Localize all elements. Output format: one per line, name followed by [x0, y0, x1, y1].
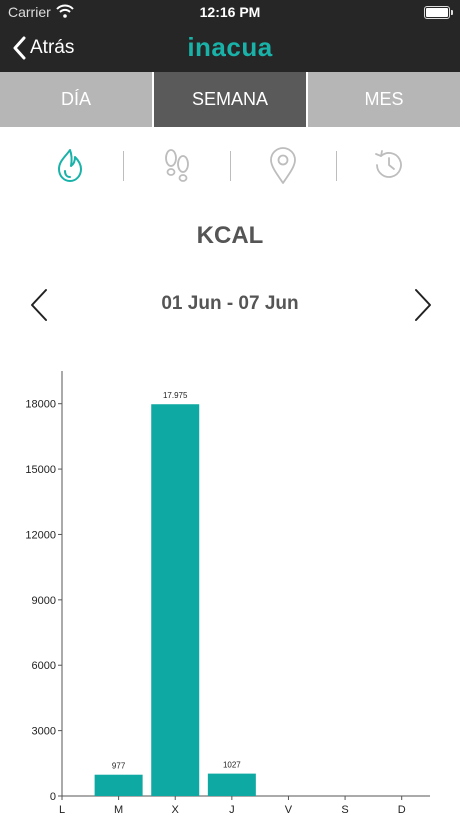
x-tick-label: S — [341, 804, 348, 816]
brand-logo: inacua — [187, 32, 273, 62]
divider — [336, 151, 337, 181]
navigation-bar: Carrier 12:16 PM Atrás inacua — [0, 0, 460, 72]
divider — [123, 151, 124, 181]
chart-canvas: 0 3000 6000 9000 12000 15000 18000 L M 977 X 17.975… — [25, 371, 430, 816]
x-tick-label: L — [59, 804, 65, 816]
bar-value-label: 17.975 — [163, 391, 188, 400]
x-tick-label: M — [114, 804, 123, 816]
clock-time: 12:16 PM — [199, 4, 261, 20]
divider — [230, 151, 231, 181]
carrier-label: Carrier — [8, 4, 51, 20]
x-tick-label: X — [172, 804, 180, 816]
next-week-button[interactable] — [406, 287, 436, 323]
battery-icon — [424, 6, 453, 19]
bar-J — [207, 773, 256, 796]
y-tick-label: 12000 — [25, 529, 56, 541]
y-tick-label: 15000 — [25, 464, 56, 476]
bar-M — [94, 774, 143, 796]
wifi-icon — [56, 4, 74, 21]
tab-month[interactable]: MES — [306, 72, 460, 127]
y-tick-label: 0 — [50, 791, 56, 803]
tab-day[interactable]: DÍA — [0, 72, 152, 127]
back-label: Atrás — [30, 37, 75, 58]
x-tick-label: D — [398, 804, 406, 816]
y-tick-label: 3000 — [32, 726, 56, 738]
back-button[interactable]: Atrás — [12, 34, 74, 62]
bar-X — [151, 404, 200, 796]
bar-value-label: 977 — [112, 762, 126, 771]
kcal-bar-chart: 0 3000 6000 9000 12000 15000 18000 L M 977 X 17.975… — [0, 355, 460, 818]
period-tabs: DÍA SEMANA MES — [0, 72, 460, 127]
bar-value-label: 1027 — [223, 761, 241, 770]
chevron-left-icon — [31, 289, 47, 321]
chevron-left-icon — [13, 36, 26, 60]
x-tick-label: J — [229, 804, 235, 816]
history-icon[interactable] — [369, 145, 409, 185]
previous-week-button[interactable] — [26, 287, 56, 323]
date-navigator: 01 Jun - 07 Jun — [0, 283, 460, 327]
y-tick-label: 18000 — [25, 399, 56, 411]
y-tick-label: 6000 — [32, 660, 56, 672]
x-tick-label: V — [285, 804, 293, 816]
chevron-right-icon — [415, 289, 431, 321]
flame-icon[interactable] — [50, 145, 90, 185]
metric-title: KCAL — [196, 222, 264, 249]
tab-week[interactable]: SEMANA — [152, 72, 306, 127]
metric-selector — [0, 135, 460, 195]
date-range-label: 01 Jun - 07 Jun — [161, 293, 299, 314]
location-pin-icon[interactable] — [263, 145, 303, 185]
y-tick-label: 9000 — [32, 595, 56, 607]
status-bar: Carrier 12:16 PM — [0, 0, 460, 24]
footsteps-icon[interactable] — [157, 145, 197, 185]
